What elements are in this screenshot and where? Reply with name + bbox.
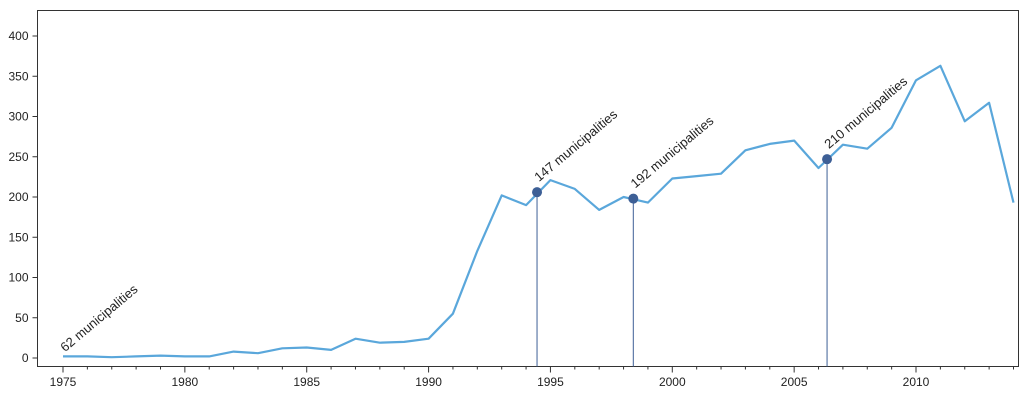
annotation-drop-lines [536, 159, 828, 367]
x-tick-label: 1990 [415, 375, 442, 389]
x-tick-label: 2010 [903, 375, 930, 389]
y-tick-label: 250 [8, 150, 28, 164]
y-tick-label: 300 [8, 110, 28, 124]
annotation-markers [532, 154, 833, 204]
y-tick-label: 150 [8, 230, 28, 244]
y-axis: 0 50 100 150 200 250 300 350 400 [8, 29, 38, 365]
plot-frame [37, 10, 1019, 367]
annotation-marker [532, 187, 543, 198]
annotation-label: 210 municipalities [821, 73, 910, 151]
y-tick-label: 100 [8, 271, 28, 285]
y-tick-label: 0 [22, 351, 29, 365]
annotation-label: 147 municipalities [531, 106, 620, 184]
y-tick-label: 200 [8, 190, 28, 204]
y-tick-label: 350 [8, 69, 28, 83]
x-tick-label: 1980 [172, 375, 199, 389]
annotation-marker [628, 193, 639, 204]
x-tick-label: 1985 [293, 375, 320, 389]
x-tick-label: 2005 [781, 375, 808, 389]
y-tick-label: 50 [15, 311, 29, 325]
y-tick-label: 400 [8, 29, 28, 43]
annotation-label: 62 municipalities [57, 281, 141, 355]
x-tick-label: 1975 [50, 375, 77, 389]
x-axis: 19751980198519901995200020052010201 [50, 366, 1014, 389]
x-tick-label: 1995 [537, 375, 564, 389]
x-tick-label: 2000 [659, 375, 686, 389]
annotation-marker [822, 154, 833, 165]
